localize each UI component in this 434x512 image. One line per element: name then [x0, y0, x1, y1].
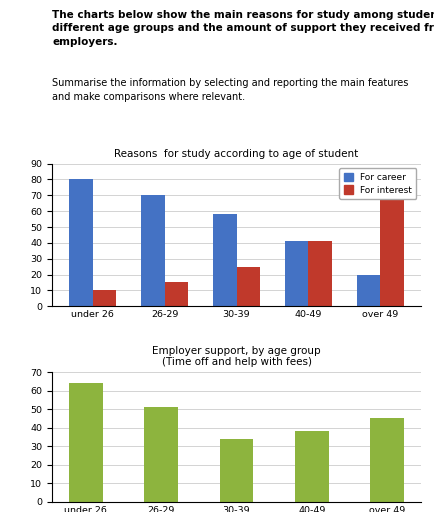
Bar: [164, 283, 188, 306]
Bar: [295, 432, 329, 502]
Text: The charts below show the main reasons for study among students of
different age: The charts below show the main reasons f…: [52, 10, 434, 47]
Bar: [370, 418, 404, 502]
Title: Employer support, by age group
(Time off and help with fees): Employer support, by age group (Time off…: [152, 346, 321, 367]
Bar: [144, 408, 178, 502]
Bar: [220, 439, 253, 502]
Bar: [309, 241, 332, 306]
Bar: [381, 196, 404, 306]
Bar: [237, 267, 260, 306]
Bar: [213, 215, 237, 306]
Bar: [357, 274, 381, 306]
Bar: [285, 241, 309, 306]
Text: Summarise the information by selecting and reporting the main features
and make : Summarise the information by selecting a…: [52, 78, 408, 102]
Bar: [69, 180, 92, 306]
Bar: [92, 290, 116, 306]
Title: Reasons  for study according to age of student: Reasons for study according to age of st…: [115, 148, 358, 159]
Bar: [141, 196, 164, 306]
Legend: For career, For interest: For career, For interest: [339, 168, 417, 199]
Bar: [69, 383, 103, 502]
